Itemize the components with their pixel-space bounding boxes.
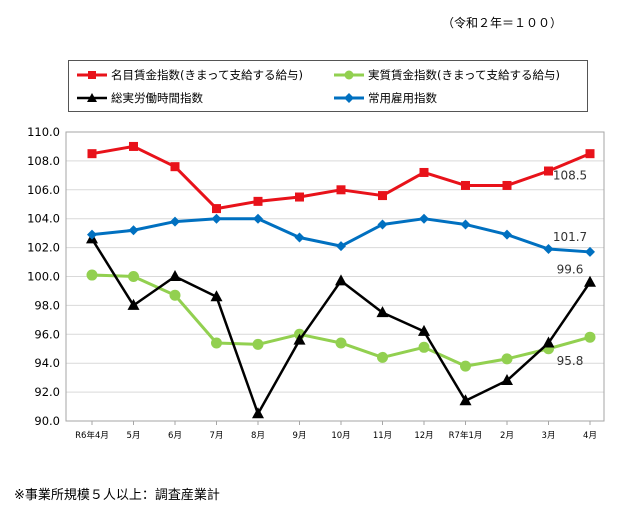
legend-item-nominal-wage: 名目賃金指数(きまって支給する給与) (77, 67, 303, 83)
data-point-real-wage (501, 353, 513, 365)
y-tick-label: 108.0 (27, 154, 60, 168)
data-point-real-wage (211, 337, 222, 349)
data-point-employment (460, 219, 471, 230)
y-tick-label: 106.0 (27, 183, 60, 197)
data-point-nominal-wage (336, 185, 346, 195)
data-point-real-wage (252, 338, 264, 350)
y-tick-label: 100.0 (27, 270, 60, 284)
data-point-employment (128, 225, 139, 236)
data-point-nominal-wage (212, 204, 221, 214)
legend-marker-square-icon (77, 71, 107, 79)
data-point-hours (169, 270, 181, 281)
data-point-hours (376, 306, 389, 318)
x-tick-label: 3月 (542, 431, 556, 441)
legend-label-nominal-wage: 名目賃金指数(きまって支給する給与) (111, 68, 303, 82)
legend-marker-circle-icon (334, 70, 364, 80)
x-tick-label: 8月 (251, 431, 265, 441)
data-point-hours (335, 274, 347, 286)
data-point-hours (293, 333, 306, 345)
data-point-nominal-wage (544, 166, 553, 176)
data-point-real-wage (169, 289, 181, 301)
data-point-nominal-wage (253, 196, 263, 206)
end-value-label-nominal-wage: 108.5 (553, 169, 587, 183)
x-tick-label: 5月 (127, 431, 141, 441)
data-point-nominal-wage (87, 149, 97, 159)
data-point-employment (211, 213, 222, 224)
y-tick-label: 110.0 (27, 125, 60, 139)
data-point-hours (127, 298, 140, 310)
x-tick-label: 12月 (414, 431, 433, 441)
data-point-nominal-wage (461, 180, 470, 190)
data-point-hours (418, 324, 430, 336)
data-point-hours (252, 407, 264, 419)
legend-marker-triangle-icon (77, 93, 107, 102)
data-point-employment (294, 232, 305, 243)
data-point-employment (585, 246, 595, 257)
x-tick-label: R7年1月 (449, 430, 483, 441)
data-point-hours (210, 290, 223, 302)
x-tick-label: 7月 (210, 431, 224, 441)
legend-label-employment: 常用雇用指数 (368, 91, 437, 105)
data-point-nominal-wage (502, 180, 512, 190)
data-point-hours (584, 275, 596, 287)
base-year-note: （令和２年＝１００） (441, 16, 562, 30)
data-point-employment (336, 241, 346, 252)
data-point-hours (542, 336, 555, 348)
legend-label-hours: 総実労働時間指数 (111, 91, 203, 105)
data-point-nominal-wage (419, 167, 429, 177)
data-point-employment (377, 219, 388, 230)
data-point-nominal-wage (378, 191, 387, 201)
y-tick-label: 104.0 (27, 212, 60, 226)
footnote: ※事業所規模５人以上：調査産業計 (14, 488, 220, 503)
data-point-real-wage (86, 269, 98, 281)
x-tick-label: 4月 (583, 431, 597, 441)
data-point-nominal-wage (295, 192, 304, 202)
legend-label-real-wage: 実質賃金指数(きまって支給する給与) (368, 68, 560, 82)
data-point-real-wage (377, 351, 388, 363)
data-point-nominal-wage (129, 141, 138, 151)
x-tick-label: R6年4月 (75, 430, 109, 441)
legend-marker-diamond-icon (334, 93, 364, 103)
y-tick-label: 102.0 (27, 241, 60, 255)
legend-item-real-wage: 実質賃金指数(きまって支給する給与) (334, 67, 560, 83)
data-point-employment (253, 213, 263, 224)
x-tick-label: 2月 (500, 431, 514, 441)
chart-legend: 名目賃金指数(きまって支給する給与) 実質賃金指数(きまって支給する給与) 総実… (68, 60, 588, 112)
y-tick-label: 90.0 (34, 414, 60, 428)
y-tick-label: 94.0 (34, 356, 60, 370)
x-tick-label: 11月 (373, 431, 392, 441)
data-point-nominal-wage (170, 162, 180, 172)
end-value-label-hours: 99.6 (557, 262, 584, 276)
x-tick-label: 9月 (293, 431, 307, 441)
plot-area (65, 131, 605, 422)
data-point-real-wage (584, 331, 596, 343)
data-point-real-wage (418, 341, 430, 353)
data-point-real-wage (335, 337, 347, 349)
end-value-label-employment: 101.7 (553, 230, 587, 244)
data-point-real-wage (128, 271, 139, 282)
data-point-employment (502, 229, 512, 240)
x-tick-label: 6月 (168, 431, 182, 441)
data-point-hours (501, 374, 513, 386)
data-point-employment (170, 216, 180, 227)
x-tick-label: 10月 (331, 431, 350, 441)
data-point-nominal-wage (585, 149, 595, 159)
series-line-real-wage (91, 273, 591, 368)
y-tick-label: 98.0 (34, 298, 60, 312)
series-line-nominal-wage (91, 144, 591, 211)
data-point-real-wage (460, 360, 471, 372)
y-tick-label: 96.0 (34, 327, 60, 341)
data-point-employment (543, 244, 554, 255)
data-point-employment (419, 213, 429, 224)
y-tick-label: 92.0 (34, 385, 60, 399)
data-point-employment (87, 229, 97, 240)
legend-item-hours: 総実労働時間指数 (77, 90, 203, 106)
data-point-hours (459, 394, 472, 406)
series-line-hours (90, 238, 592, 416)
legend-item-employment: 常用雇用指数 (334, 90, 437, 106)
end-value-label-real-wage: 95.8 (557, 354, 584, 368)
